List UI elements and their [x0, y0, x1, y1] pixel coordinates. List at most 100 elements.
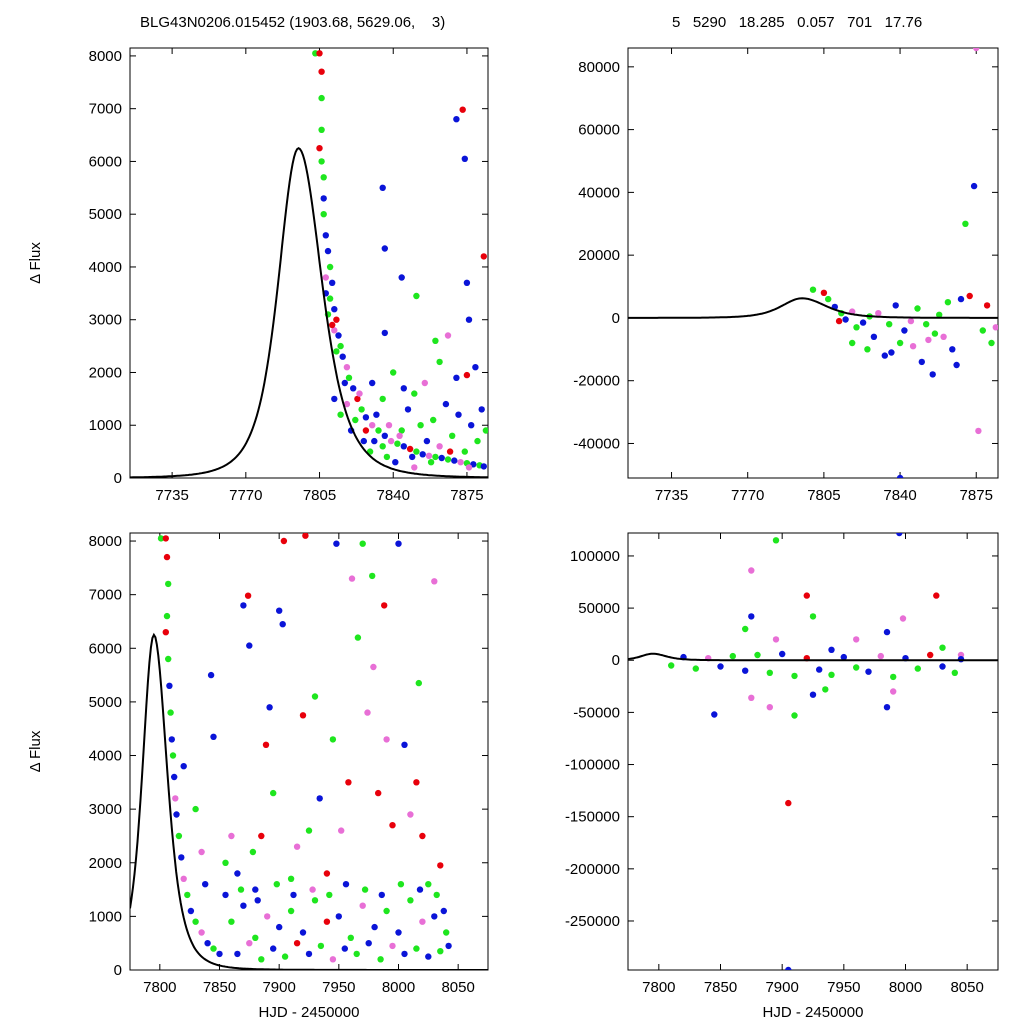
data-point — [923, 321, 930, 328]
y-tick-label: 7000 — [89, 101, 122, 118]
data-point — [888, 349, 895, 356]
data-point — [425, 881, 432, 888]
panel-top-right: 7735 7770 7805 7840 7875 -40000 -20000 0 20000 40… — [573, 47, 999, 504]
data-point — [252, 934, 259, 941]
data-point — [379, 184, 386, 191]
data-point — [389, 942, 396, 950]
data-point — [318, 158, 325, 165]
data-point — [748, 567, 755, 574]
data-point — [290, 891, 297, 899]
data-point — [337, 411, 344, 418]
data-point — [421, 379, 428, 387]
data-point — [468, 422, 475, 429]
data-point — [931, 330, 939, 337]
data-point — [482, 427, 488, 434]
data-point — [431, 913, 438, 920]
data-point — [234, 950, 241, 958]
data-point — [309, 886, 316, 893]
data-point — [379, 395, 386, 403]
data-point — [381, 329, 388, 337]
data-point — [437, 948, 444, 955]
data-point — [333, 540, 340, 547]
data-point — [437, 862, 444, 869]
data-point — [264, 913, 271, 920]
panel-top-left: 7735 7770 7805 7840 7875 0 1000 2000 3000 4000 500… — [27, 47, 489, 504]
y-tick-label: 0 — [114, 962, 122, 979]
data-point — [258, 832, 265, 840]
data-point — [859, 319, 867, 326]
data-point — [936, 311, 943, 318]
data-point — [162, 629, 169, 636]
data-point — [216, 950, 223, 958]
data-point — [246, 940, 253, 947]
data-point — [929, 371, 936, 378]
data-point — [785, 966, 792, 970]
y-tick-label: 5000 — [89, 694, 122, 711]
data-point — [983, 302, 991, 309]
data-point — [849, 339, 856, 347]
data-point — [180, 763, 187, 770]
data-points — [809, 48, 998, 478]
data-point — [446, 448, 454, 455]
data-point — [949, 346, 956, 353]
data-point — [383, 736, 390, 743]
data-point — [896, 474, 904, 478]
data-point — [444, 332, 452, 339]
x-tick-label: 8050 — [950, 979, 983, 996]
data-point — [262, 741, 270, 748]
data-point — [198, 929, 205, 936]
data-point — [742, 625, 749, 633]
data-point — [785, 799, 792, 807]
data-point — [988, 339, 995, 347]
data-point — [240, 902, 247, 909]
data-point — [400, 385, 407, 392]
y-tick-label: 2000 — [89, 855, 122, 872]
plot-frame — [129, 532, 489, 971]
data-point — [478, 406, 485, 413]
data-point — [287, 907, 295, 915]
data-point — [432, 453, 439, 461]
data-point — [270, 945, 277, 952]
x-tick-label: 7735 — [655, 487, 688, 504]
header-right-text: 5 5290 18.285 0.057 701 17.76 — [672, 14, 923, 31]
data-point — [347, 934, 354, 941]
data-point — [354, 634, 362, 641]
data-point — [953, 361, 960, 369]
data-point — [299, 712, 307, 719]
y-tick-label: 4000 — [89, 259, 122, 276]
data-point — [413, 448, 420, 455]
data-point — [411, 464, 418, 471]
data-point — [445, 942, 452, 950]
data-point — [398, 427, 405, 434]
x-tick-label: 7950 — [827, 979, 860, 996]
data-point — [244, 592, 252, 599]
data-point — [809, 691, 817, 698]
data-point — [411, 390, 418, 397]
data-point — [165, 655, 172, 663]
data-point — [890, 673, 897, 681]
data-point — [329, 736, 337, 743]
plot-frame — [129, 47, 489, 479]
data-point — [407, 811, 414, 818]
y-tick-label: 6000 — [89, 640, 122, 657]
data-point — [444, 456, 452, 463]
data-point — [395, 540, 402, 547]
data-point — [360, 437, 367, 445]
y-tick-label: 4000 — [89, 748, 122, 765]
data-point — [383, 453, 391, 461]
y-tick-label: -100000 — [565, 757, 620, 774]
data-point — [377, 956, 384, 963]
data-point — [927, 651, 934, 659]
data-point — [228, 832, 235, 840]
data-point — [337, 342, 344, 350]
data-point — [187, 907, 195, 915]
data-point — [939, 644, 946, 651]
data-point — [305, 827, 313, 834]
data-point — [343, 400, 351, 408]
data-point — [791, 712, 798, 719]
data-point — [240, 602, 247, 609]
data-point — [383, 907, 390, 915]
model-curve — [130, 632, 488, 970]
data-point — [809, 286, 817, 293]
x-tick-label: 8050 — [441, 979, 474, 996]
